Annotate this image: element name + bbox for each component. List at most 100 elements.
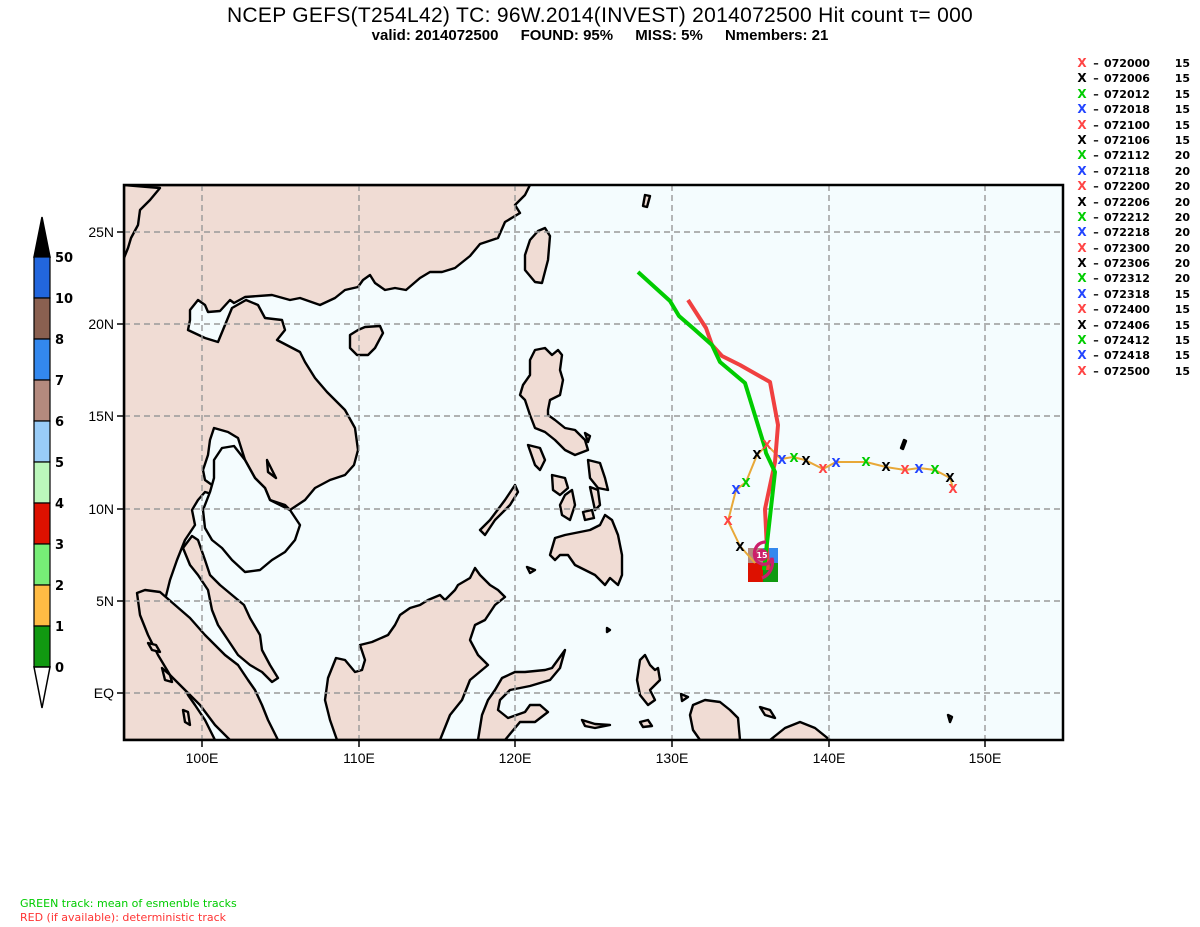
land-palawan <box>478 483 520 537</box>
legend-dash: – <box>1093 164 1099 178</box>
legend-item: X –072318 15 <box>1076 287 1190 302</box>
svg-text:X: X <box>789 451 799 465</box>
lat-label-eq: EQ <box>94 685 114 701</box>
footnote-green-track: GREEN track: mean of esmenble tracks <box>20 897 237 910</box>
legend-count: 15 <box>1174 349 1190 363</box>
legend-time: 072200 <box>1104 180 1150 194</box>
x-marker-icon: X <box>1077 148 1087 163</box>
x-marker-icon: X <box>1077 286 1087 301</box>
colorbar-label-10: 10 <box>55 292 73 307</box>
svg-text:X: X <box>930 463 940 477</box>
land-island-a <box>641 193 652 209</box>
land-island-i <box>160 666 174 684</box>
land-samar <box>586 458 610 492</box>
legend-time: 072318 <box>1104 287 1150 301</box>
svg-text:X: X <box>945 471 955 485</box>
x-marker-icon: X <box>1077 363 1087 378</box>
svg-text:X: X <box>900 463 910 477</box>
deterministic-track <box>686 298 780 571</box>
legend-item: X –072006 15 <box>1076 71 1190 86</box>
x-marker-icon: X <box>1077 71 1087 86</box>
colorbar-label-2: 2 <box>55 579 64 594</box>
legend-count: 15 <box>1174 57 1190 70</box>
svg-text:X: X <box>831 456 841 470</box>
legend-count: 20 <box>1174 257 1190 271</box>
x-marker-icon: X <box>1077 317 1087 332</box>
footnote-red-track: RED (if available): deterministic track <box>20 911 227 924</box>
land-hainan <box>348 324 385 357</box>
legend-count: 20 <box>1174 149 1190 163</box>
legend-count: 15 <box>1174 87 1190 101</box>
legend-item: X –072218 20 <box>1076 225 1190 240</box>
colorbar-label-4: 4 <box>55 497 64 512</box>
grid-lines <box>124 185 1063 740</box>
legend-count: 20 <box>1174 272 1190 286</box>
legend-item: X –072212 20 <box>1076 210 1190 225</box>
legend-count: 15 <box>1174 103 1190 117</box>
legend-dash: – <box>1093 303 1099 317</box>
colorbar-label-7: 7 <box>55 374 64 389</box>
legend-dash: – <box>1093 226 1099 240</box>
land-sumatra <box>135 588 280 740</box>
colorbar-label-50: 50 <box>55 251 73 266</box>
latitude-axis: 25N 20N 15N 10N 5N EQ <box>88 224 124 701</box>
land-halmahera <box>635 653 662 707</box>
legend-dash: – <box>1093 180 1099 194</box>
land-island-l <box>605 626 612 634</box>
legend-time: 072406 <box>1104 318 1150 332</box>
land-island-f <box>758 705 777 720</box>
land-borneo <box>323 566 507 740</box>
colorbar: 50 10 8 7 6 5 4 3 2 1 0 <box>33 216 73 709</box>
legend-count: 20 <box>1174 210 1190 224</box>
legend-time: 072206 <box>1104 195 1150 209</box>
legend-time: 072312 <box>1104 272 1150 286</box>
nmembers: Nmembers: 21 <box>724 27 829 44</box>
legend-count: 20 <box>1174 180 1190 194</box>
legend-dash: – <box>1093 257 1099 271</box>
colorbar-label-0: 0 <box>55 661 64 676</box>
colorbar-label-5: 5 <box>55 456 64 471</box>
legend-item: X –072418 15 <box>1076 348 1190 363</box>
legend-count: 15 <box>1174 287 1190 301</box>
legend-time: 072118 <box>1104 164 1150 178</box>
svg-text:X: X <box>818 462 828 476</box>
legend-item: X –072106 15 <box>1076 133 1190 148</box>
legend-item: X –072406 15 <box>1076 318 1190 333</box>
svg-text:X: X <box>914 462 924 476</box>
legend-dash: – <box>1093 87 1099 101</box>
legend-item: X –072100 15 <box>1076 118 1190 133</box>
legend-dash: – <box>1093 195 1099 209</box>
legend-time: 072500 <box>1104 364 1150 378</box>
legend-time: 072012 <box>1104 87 1150 101</box>
legend-time: 072006 <box>1104 72 1150 86</box>
legend-dash: – <box>1093 210 1099 224</box>
svg-text:X: X <box>948 482 958 496</box>
x-marker-icon: X <box>1077 348 1087 363</box>
land-island-b <box>899 438 908 451</box>
x-marker-icon: X <box>1077 179 1087 194</box>
svg-text:X: X <box>741 476 751 490</box>
legend-count: 15 <box>1174 72 1190 86</box>
time-legend: X –072000 15 X –072006 15 X –072012 15 X –072018 15… <box>1076 56 1190 379</box>
gulf-of-thailand <box>201 444 302 574</box>
land-island-n <box>265 458 278 480</box>
x-marker-icon: X <box>1077 225 1087 240</box>
land-mindoro <box>526 443 547 472</box>
svg-text:X: X <box>881 460 891 474</box>
land-new-guinea <box>688 698 742 740</box>
legend-dash: – <box>1093 364 1099 378</box>
land-malay-peninsula <box>181 534 280 684</box>
svg-text:X: X <box>861 455 871 469</box>
legend-dash: – <box>1093 57 1099 70</box>
legend-time: 072212 <box>1104 210 1150 224</box>
colorbar-label-6: 6 <box>55 415 64 430</box>
observed-track <box>726 443 954 564</box>
legend-item: X –072012 15 <box>1076 87 1190 102</box>
legend-time: 072306 <box>1104 257 1150 271</box>
legend-count: 15 <box>1174 318 1190 332</box>
land-island-m <box>583 431 592 444</box>
lat-label-20n: 20N <box>88 316 114 332</box>
x-marker-icon: X <box>1077 56 1087 70</box>
svg-text:X: X <box>777 453 787 467</box>
land-island-k <box>525 565 537 575</box>
